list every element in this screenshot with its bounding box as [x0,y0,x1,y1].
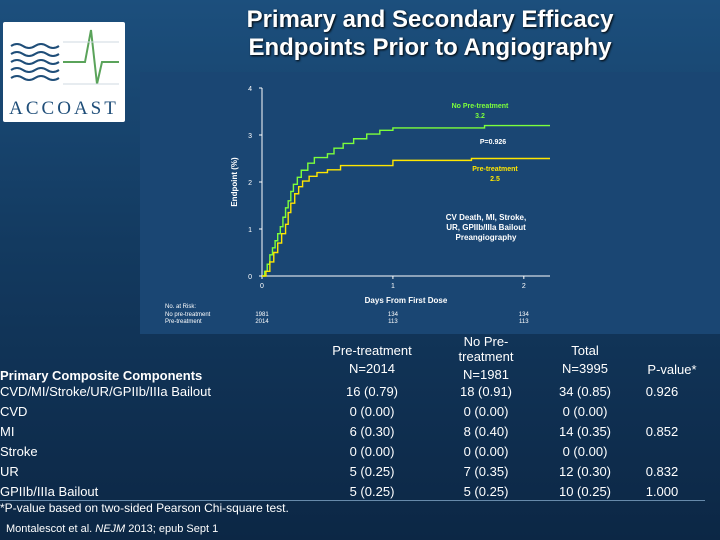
cell-pretreatment: 5 (0.25) [349,484,395,499]
col-header-total: Total N=3995 [535,342,635,378]
footnote: *P-value based on two-sided Pearson Chi-… [0,501,289,515]
at-risk-header: No. at Risk: [165,304,196,310]
col-header-nopre-line3: N=1981 [463,367,509,382]
cell-no-pretreatment: 18 (0.91) [459,384,513,399]
cell-pvalue: 1.000 [645,484,679,499]
at-risk-value: 113 [388,319,398,325]
at-risk-row-label: No pre-treatment [165,312,211,318]
table-header-label: Primary Composite Components [0,368,203,383]
table-bottom-divider [0,500,705,501]
row-label: CVD/MI/Stroke/UR/GPIIb/IIIa Bailout [0,384,211,399]
accoast-logo: ACCOAST [3,22,125,122]
plot-area: 0 1 2 3 4 0 1 2 Endpoint (%) Days From First Dose… [165,86,550,325]
series-label: Pre-treatment [472,166,518,173]
cell-no-pretreatment: 8 (0.40) [463,424,509,439]
col-header-nopre: No Pre- treatment N=1981 [436,334,536,382]
series-line-no-pretreatment [262,124,550,277]
y-tick-label: 2 [248,180,252,187]
x-axis-label: Days From First Dose [365,296,448,305]
chart-svg: 0 1 2 3 4 0 1 2 Endpoint (%) Days From First Dose… [140,72,720,334]
endpoint-annotation: Preangiography [456,233,517,242]
logo-graphic [10,29,119,85]
col-header-pre-line2: N=2014 [349,361,395,376]
at-risk-value: 134 [519,312,530,318]
cell-pvalue: 0.926 [645,384,679,399]
endpoint-annotation: UR, GPIIb/IIIa Bailout [446,223,526,232]
row-label: Stroke [0,444,38,459]
col-header-pre-line1: Pre-treatment [332,343,412,358]
y-tick-label: 0 [248,274,252,281]
cell-total: 0 (0.00) [562,404,608,419]
series-line-pretreatment [262,157,550,277]
cell-no-pretreatment: 0 (0.00) [463,404,509,419]
cell-total: 10 (0.25) [558,484,612,499]
x-tick-label: 1 [391,283,395,290]
cell-pretreatment: 0 (0.00) [349,404,395,419]
citation-date: 2013; epub Sept 1 [125,523,219,535]
col-header-nopre-line1: No Pre- [463,334,509,349]
at-risk-row-label: Pre-treatment [165,319,202,325]
at-risk-value: 113 [519,319,529,325]
cell-pvalue: 0.832 [645,464,679,479]
col-header-pre: Pre-treatment N=2014 [320,342,424,378]
col-header-pvalue: P-value* [647,362,697,377]
title-line-2: Endpoints Prior to Angiography [248,34,612,61]
citation-journal: NEJM [95,523,126,535]
citation: Montalescot et al. NEJM 2013; epub Sept … [6,523,218,535]
logo-text: ACCOAST [9,98,119,119]
x-tick-label: 0 [260,283,264,290]
row-label: MI [0,424,15,439]
cell-pretreatment: 0 (0.00) [349,444,395,459]
cell-pvalue: 0.852 [645,424,679,439]
chart-background [140,72,720,334]
page-title: Primary and Secondary Efficacy Endpoints… [150,6,710,62]
col-header-total-line2: N=3995 [562,361,608,376]
col-header-nopre-line2: treatment [458,349,514,364]
cell-no-pretreatment: 5 (0.25) [463,484,509,499]
row-label: GPIIb/IIIa Bailout [0,484,99,499]
at-risk-value: 2014 [255,319,269,325]
series-value-label: 3.2 [475,113,485,120]
endpoints-table: Primary Composite Components Pre-treatme… [0,334,720,500]
cell-no-pretreatment: 7 (0.35) [463,464,509,479]
cell-total: 0 (0.00) [562,444,608,459]
cell-total: 14 (0.35) [558,424,612,439]
x-tick-label: 2 [522,283,526,290]
cell-total: 12 (0.30) [558,464,612,479]
pvalue-annotation: P=0.926 [480,139,506,146]
cell-pretreatment: 6 (0.30) [349,424,395,439]
citation-authors: Montalescot et al. [6,523,96,535]
cell-no-pretreatment: 0 (0.00) [463,444,509,459]
y-tick-label: 4 [248,86,252,93]
series-value-label: 2.5 [490,176,500,183]
km-chart: 0 1 2 3 4 0 1 2 Endpoint (%) Days From First Dose… [140,72,720,334]
title-line-1: Primary and Secondary Efficacy [246,6,614,33]
y-tick-label: 3 [248,133,252,140]
cell-pretreatment: 5 (0.25) [349,464,395,479]
at-risk-value: 1981 [255,312,269,318]
at-risk-value: 134 [388,312,399,318]
series-label: No Pre-treatment [452,103,509,110]
cell-total: 34 (0.85) [558,384,612,399]
row-label: UR [0,464,19,479]
row-label: CVD [0,404,28,419]
col-header-total-line1: Total [571,343,599,358]
y-tick-label: 1 [248,227,252,234]
endpoint-annotation: CV Death, MI, Stroke, [446,213,526,222]
y-axis-label: Endpoint (%) [230,157,239,207]
cell-pretreatment: 16 (0.79) [345,384,399,399]
